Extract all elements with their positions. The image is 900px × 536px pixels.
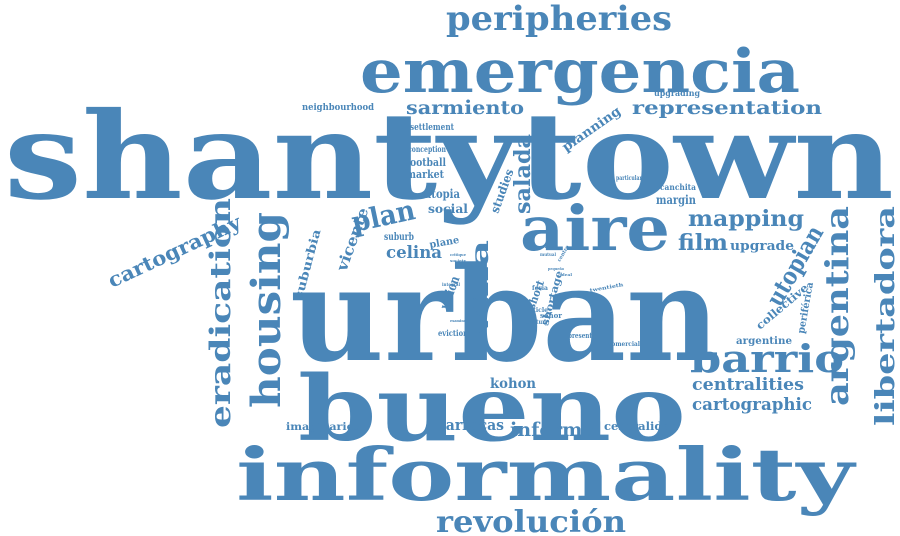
word-shantytown: shantytown — [4, 86, 894, 227]
word-twentieth: twentieth — [589, 282, 624, 294]
word-integral: integral — [442, 282, 460, 288]
word-margin: margin — [656, 193, 696, 207]
word-sarmiento: sarmiento — [406, 97, 524, 119]
word-bueno: bueno — [298, 356, 686, 462]
word-eviction: eviction — [438, 328, 468, 338]
word-barracas: barracas — [436, 416, 504, 434]
word-social: social — [428, 202, 468, 216]
word-utopia: utopia — [424, 187, 460, 201]
word-present: present — [568, 331, 593, 340]
word-suburb: suburb — [384, 232, 414, 243]
word-imaginaries: imaginaries — [286, 422, 360, 433]
word-ideal: ideal — [560, 272, 573, 277]
word-canchita: canchita — [660, 182, 696, 192]
word-settlement: settlement — [410, 123, 455, 133]
word-argentine: argentine — [736, 336, 792, 347]
word-kohon: kohon — [490, 376, 536, 392]
word-villa: villa — [465, 240, 494, 338]
word-football: football — [406, 156, 446, 169]
word-world: world — [471, 296, 486, 301]
word-informality: informality — [236, 432, 857, 517]
word-urban: urban — [290, 238, 720, 391]
word-mapping: mapping — [688, 206, 804, 232]
word-article: article — [526, 307, 548, 314]
word-pequeno: pequeño — [548, 266, 564, 271]
word-plane: plane — [429, 235, 460, 251]
word-examine: examine — [450, 318, 466, 323]
word-salada: salada — [510, 134, 536, 214]
word-century: century — [526, 319, 548, 326]
word-argentina: argentina — [818, 206, 856, 406]
word-conception: conception — [408, 144, 446, 154]
word-ciudad: ciudad — [542, 244, 558, 249]
word-neighbourhood: neighbourhood — [302, 103, 375, 113]
word-libertadora: libertadora — [871, 206, 900, 426]
word-aire: aire — [520, 192, 670, 265]
word-centralities: centralities — [692, 375, 804, 395]
word-barrio: barrio — [690, 336, 844, 381]
word-upgrade: upgrade — [730, 239, 794, 254]
word-emergencia: emergencia — [360, 37, 800, 107]
word-informal: informal — [510, 419, 602, 441]
word-society: society — [450, 258, 467, 263]
word-eradication: eradication — [204, 198, 237, 428]
word-celina: celina — [386, 243, 442, 263]
word-centralidad: centralidad — [604, 420, 678, 433]
word-critique: critique — [450, 252, 466, 257]
word-housing: housing — [243, 212, 290, 408]
word-market: market — [406, 168, 445, 181]
word-comercial: comercial — [608, 341, 641, 348]
word-peripheries: peripheries — [446, 0, 672, 39]
word-film: film — [678, 230, 728, 256]
word-feria: feria — [532, 285, 548, 292]
word-revolucion: revolución — [436, 505, 626, 536]
word-representation: representation — [632, 97, 822, 119]
word-particular: particular — [616, 175, 643, 182]
word-senor: señor — [540, 311, 562, 320]
word-cartographic: cartographic — [692, 395, 812, 415]
word-mutual: mutual — [540, 252, 556, 258]
word-upgrading: upgrading — [654, 88, 700, 98]
